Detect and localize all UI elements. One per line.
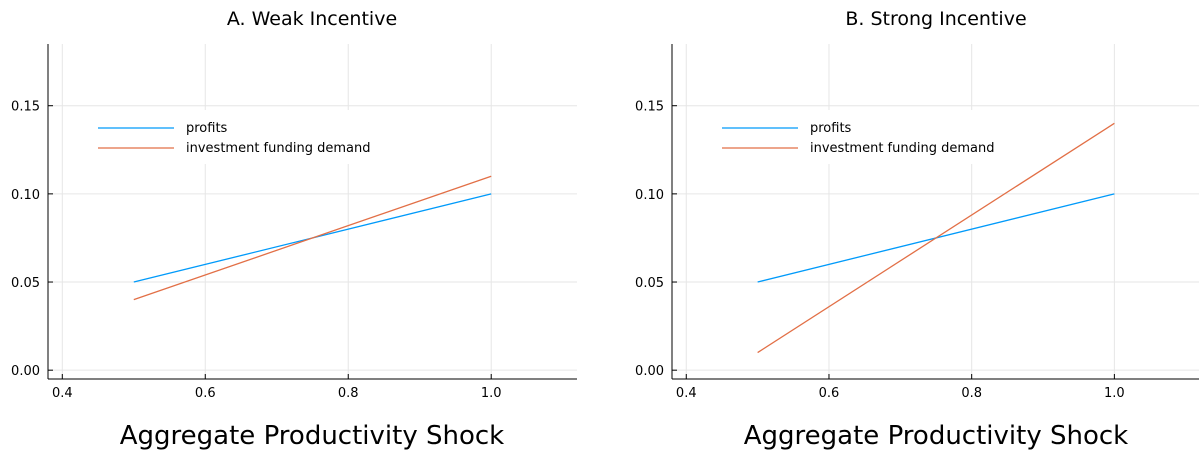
series-line	[757, 122, 1115, 354]
y-tick-label: 0.10	[635, 188, 664, 203]
y-tick-label: 0.15	[635, 100, 664, 115]
x-tick-label: 1.0	[1104, 386, 1125, 401]
y-tick-label: 0.10	[11, 188, 40, 203]
x-tick-label: 0.8	[961, 386, 982, 401]
legend-box	[710, 110, 1022, 164]
y-tick-label: 0.05	[11, 276, 40, 291]
y-tick-label: 0.05	[635, 276, 664, 291]
legend-label: profits	[186, 121, 228, 136]
x-tick-label: 0.6	[195, 386, 216, 401]
y-tick-label: 0.00	[11, 364, 40, 379]
legend-label: profits	[810, 121, 852, 136]
chart-panel-a: 0.4 0.6 0.8 1.0 0.00 0.05 0.10 0.15 A. Weak Ince…	[11, 8, 577, 451]
x-tick-label: 1.0	[481, 386, 502, 401]
y-tick-label: 0.15	[11, 100, 40, 115]
y-tick-label: 0.00	[635, 364, 664, 379]
chart-title: A. Weak Incentive	[227, 8, 397, 30]
x-axis-label: Aggregate Productivity Shock	[744, 421, 1128, 451]
chart-title: B. Strong Incentive	[845, 8, 1026, 30]
chart-panel-b: 0.4 0.6 0.8 1.0 0.00 0.05 0.10 0.15 B. Strong In…	[635, 8, 1199, 451]
x-tick-label: 0.4	[52, 386, 73, 401]
legend-label: investment funding demand	[186, 141, 370, 156]
legend-label: investment funding demand	[810, 141, 994, 156]
x-tick-label: 0.4	[676, 386, 697, 401]
legend-box	[86, 110, 398, 164]
x-axis-label: Aggregate Productivity Shock	[120, 421, 504, 451]
series-line	[133, 175, 492, 301]
x-tick-label: 0.8	[338, 386, 359, 401]
x-tick-label: 0.6	[819, 386, 840, 401]
